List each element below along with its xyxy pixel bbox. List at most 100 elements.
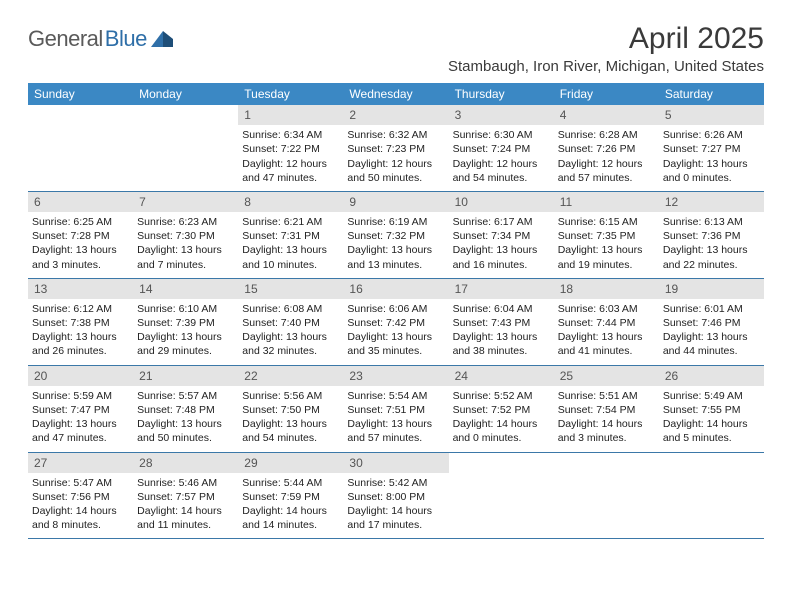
calendar-day-cell: 9Sunrise: 6:19 AMSunset: 7:32 PMDaylight…	[343, 191, 448, 278]
sunset-text: Sunset: 7:43 PM	[453, 316, 550, 330]
daylight-text: Daylight: 14 hours and 3 minutes.	[558, 417, 655, 445]
calendar-day-cell: 25Sunrise: 5:51 AMSunset: 7:54 PMDayligh…	[554, 365, 659, 452]
day-number: 4	[554, 105, 659, 125]
day-number: 9	[343, 192, 448, 212]
sunrise-text: Sunrise: 5:56 AM	[242, 389, 339, 403]
daylight-text: Daylight: 12 hours and 47 minutes.	[242, 157, 339, 185]
sunset-text: Sunset: 7:38 PM	[32, 316, 129, 330]
daylight-text: Daylight: 13 hours and 57 minutes.	[347, 417, 444, 445]
calendar-page: GeneralBlue April 2025 Stambaugh, Iron R…	[0, 0, 792, 539]
weekday-header: Sunday	[28, 83, 133, 105]
sunrise-text: Sunrise: 6:01 AM	[663, 302, 760, 316]
day-number: 20	[28, 366, 133, 386]
calendar-day-cell: 8Sunrise: 6:21 AMSunset: 7:31 PMDaylight…	[238, 191, 343, 278]
sunrise-text: Sunrise: 6:23 AM	[137, 215, 234, 229]
day-body: Sunrise: 6:15 AMSunset: 7:35 PMDaylight:…	[554, 212, 659, 278]
day-number: 19	[659, 279, 764, 299]
sunrise-text: Sunrise: 6:13 AM	[663, 215, 760, 229]
calendar-day-cell: 27Sunrise: 5:47 AMSunset: 7:56 PMDayligh…	[28, 452, 133, 539]
calendar-day-cell: 11Sunrise: 6:15 AMSunset: 7:35 PMDayligh…	[554, 191, 659, 278]
calendar-day-cell: .	[28, 105, 133, 191]
day-body: Sunrise: 6:34 AMSunset: 7:22 PMDaylight:…	[238, 125, 343, 191]
calendar-day-cell: 14Sunrise: 6:10 AMSunset: 7:39 PMDayligh…	[133, 278, 238, 365]
calendar-day-cell: .	[133, 105, 238, 191]
calendar-day-cell: .	[554, 452, 659, 539]
calendar-table: SundayMondayTuesdayWednesdayThursdayFrid…	[28, 83, 764, 539]
day-number: 2	[343, 105, 448, 125]
day-body: Sunrise: 5:51 AMSunset: 7:54 PMDaylight:…	[554, 386, 659, 452]
sunrise-text: Sunrise: 5:47 AM	[32, 476, 129, 490]
sunrise-text: Sunrise: 5:59 AM	[32, 389, 129, 403]
day-body: Sunrise: 6:19 AMSunset: 7:32 PMDaylight:…	[343, 212, 448, 278]
day-number: 30	[343, 453, 448, 473]
day-number: 5	[659, 105, 764, 125]
day-number: 14	[133, 279, 238, 299]
day-body: Sunrise: 6:08 AMSunset: 7:40 PMDaylight:…	[238, 299, 343, 365]
sunrise-text: Sunrise: 6:25 AM	[32, 215, 129, 229]
calendar-day-cell: 17Sunrise: 6:04 AMSunset: 7:43 PMDayligh…	[449, 278, 554, 365]
sunrise-text: Sunrise: 6:26 AM	[663, 128, 760, 142]
sunrise-text: Sunrise: 5:52 AM	[453, 389, 550, 403]
sunset-text: Sunset: 7:31 PM	[242, 229, 339, 243]
daylight-text: Daylight: 14 hours and 14 minutes.	[242, 504, 339, 532]
day-number: 27	[28, 453, 133, 473]
calendar-day-cell: 12Sunrise: 6:13 AMSunset: 7:36 PMDayligh…	[659, 191, 764, 278]
sunset-text: Sunset: 7:40 PM	[242, 316, 339, 330]
sunset-text: Sunset: 7:57 PM	[137, 490, 234, 504]
day-body: Sunrise: 6:06 AMSunset: 7:42 PMDaylight:…	[343, 299, 448, 365]
calendar-day-cell: 4Sunrise: 6:28 AMSunset: 7:26 PMDaylight…	[554, 105, 659, 191]
brand-mark-icon	[151, 29, 173, 52]
daylight-text: Daylight: 13 hours and 44 minutes.	[663, 330, 760, 358]
day-body: Sunrise: 6:21 AMSunset: 7:31 PMDaylight:…	[238, 212, 343, 278]
calendar-week-row: 20 Sunrise: 5:59 AMSunset: 7:47 PM Dayligh…	[28, 365, 764, 452]
sunset-text: Sunset: 8:00 PM	[347, 490, 444, 504]
sunrise-text: Sunrise: 6:19 AM	[347, 215, 444, 229]
calendar-day-cell: 10Sunrise: 6:17 AMSunset: 7:34 PMDayligh…	[449, 191, 554, 278]
sunset-text: Sunset: 7:28 PM	[32, 229, 129, 243]
sunrise-text: Sunrise: 5:42 AM	[347, 476, 444, 490]
calendar-day-cell: 19Sunrise: 6:01 AMSunset: 7:46 PMDayligh…	[659, 278, 764, 365]
sunset-text: Sunset: 7:27 PM	[663, 142, 760, 156]
day-body: Sunrise: 6:17 AMSunset: 7:34 PMDaylight:…	[449, 212, 554, 278]
sunset-text: Sunset: 7:39 PM	[137, 316, 234, 330]
daylight-text: Daylight: 14 hours and 0 minutes.	[453, 417, 550, 445]
calendar-day-cell: 13Sunrise: 6:12 AMSunset: 7:38 PMDayligh…	[28, 278, 133, 365]
page-header: GeneralBlue April 2025 Stambaugh, Iron R…	[28, 22, 764, 75]
sunset-text: Sunset: 7:47 PM	[32, 403, 129, 417]
sunset-text: Sunset: 7:56 PM	[32, 490, 129, 504]
calendar-day-cell: 26Sunrise: 5:49 AMSunset: 7:55 PMDayligh…	[659, 365, 764, 452]
sunset-text: Sunset: 7:26 PM	[558, 142, 655, 156]
day-number: 3	[449, 105, 554, 125]
brand-name-1: General	[28, 26, 103, 52]
calendar-week-row: 6Sunrise: 6:25 AMSunset: 7:28 PMDaylight…	[28, 191, 764, 278]
brand-logo: GeneralBlue	[28, 26, 173, 52]
brand-name-2: Blue	[105, 26, 147, 52]
calendar-day-cell: 20Sunrise: 5:59 AMSunset: 7:47 PMDayligh…	[28, 365, 133, 452]
daylight-text: Daylight: 13 hours and 32 minutes.	[242, 330, 339, 358]
day-number: 23	[343, 366, 448, 386]
sunset-text: Sunset: 7:30 PM	[137, 229, 234, 243]
day-number: 11	[554, 192, 659, 212]
day-number: 12	[659, 192, 764, 212]
day-number: 16	[343, 279, 448, 299]
month-title: April 2025	[448, 22, 764, 56]
calendar-day-cell: 18Sunrise: 6:03 AMSunset: 7:44 PMDayligh…	[554, 278, 659, 365]
sunrise-text: Sunrise: 6:06 AM	[347, 302, 444, 316]
day-body: Sunrise: 6:12 AMSunset: 7:38 PMDaylight:…	[28, 299, 133, 365]
daylight-text: Daylight: 13 hours and 38 minutes.	[453, 330, 550, 358]
day-number: 28	[133, 453, 238, 473]
sunset-text: Sunset: 7:51 PM	[347, 403, 444, 417]
sunrise-text: Sunrise: 6:08 AM	[242, 302, 339, 316]
weekday-header: Tuesday	[238, 83, 343, 105]
day-body: Sunrise: 6:32 AMSunset: 7:23 PMDaylight:…	[343, 125, 448, 191]
daylight-text: Daylight: 13 hours and 0 minutes.	[663, 157, 760, 185]
calendar-head: SundayMondayTuesdayWednesdayThursdayFrid…	[28, 83, 764, 105]
calendar-day-cell: .	[659, 452, 764, 539]
day-number: 21	[133, 366, 238, 386]
sunrise-text: Sunrise: 6:04 AM	[453, 302, 550, 316]
weekday-header: Wednesday	[343, 83, 448, 105]
calendar-week-row: 13Sunrise: 6:12 AMSunset: 7:38 PMDayligh…	[28, 278, 764, 365]
day-body: Sunrise: 5:49 AMSunset: 7:55 PMDaylight:…	[659, 386, 764, 452]
calendar-day-cell: 2Sunrise: 6:32 AMSunset: 7:23 PMDaylight…	[343, 105, 448, 191]
sunrise-text: Sunrise: 5:46 AM	[137, 476, 234, 490]
